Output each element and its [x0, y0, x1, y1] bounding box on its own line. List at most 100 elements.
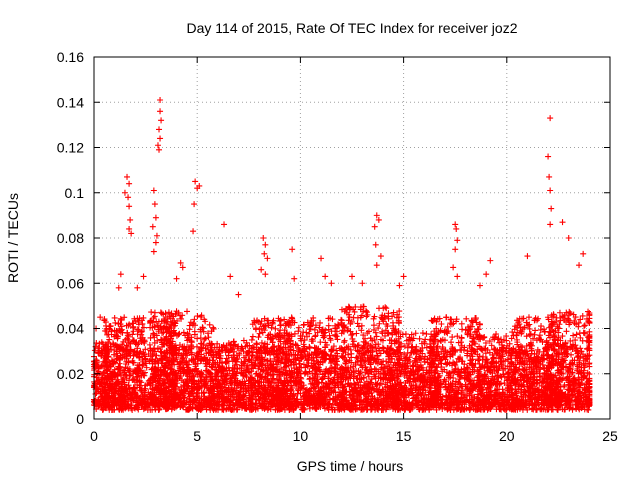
data-point: [118, 317, 125, 324]
grid: [94, 57, 610, 419]
data-point: [112, 319, 119, 326]
data-point: [317, 339, 324, 346]
data-point: [101, 316, 108, 323]
data-point: [389, 319, 396, 326]
data-point: [447, 406, 454, 413]
data-point: [121, 314, 128, 321]
data-point: [132, 389, 139, 396]
data-point: [450, 359, 457, 366]
data-point: [363, 378, 370, 385]
data-point: [554, 406, 561, 413]
data-point: [146, 357, 153, 364]
data-point: [180, 329, 187, 336]
data-point: [106, 348, 113, 355]
data-point: [538, 382, 545, 389]
data-point: [458, 358, 465, 365]
data-point: [96, 380, 103, 387]
data-point: [95, 402, 102, 409]
data-point: [102, 374, 109, 381]
data-point: [119, 341, 126, 348]
data-point: [252, 325, 259, 332]
data-point: [249, 333, 256, 340]
data-point: [108, 374, 115, 381]
data-point: [561, 406, 568, 413]
data-point: [138, 372, 145, 379]
data-point: [540, 406, 547, 413]
data-point: [573, 405, 580, 412]
data-point: [376, 305, 383, 312]
data-point: [94, 385, 101, 392]
data-point: [107, 323, 114, 330]
data-point: [277, 405, 284, 412]
data-point: [476, 360, 483, 367]
data-point: [122, 386, 129, 393]
data-point: [502, 406, 509, 413]
data-point: [111, 314, 118, 321]
data-point: [116, 405, 123, 412]
data-point: [325, 322, 332, 329]
data-point: [92, 361, 99, 368]
data-point: [127, 347, 134, 354]
data-point: [401, 405, 408, 412]
data-point: [130, 376, 137, 383]
data-point: [131, 379, 138, 386]
data-point: [123, 322, 130, 329]
data-point: [126, 339, 133, 346]
data-point: [106, 336, 113, 343]
data-point: [457, 406, 464, 413]
data-point: [267, 406, 274, 413]
data-point: [228, 406, 235, 413]
data-point: [148, 309, 155, 316]
data-point: [383, 305, 390, 312]
data-point: [347, 346, 354, 353]
data-point: [253, 341, 260, 348]
data-point: [126, 385, 133, 392]
data-point: [341, 406, 348, 413]
data-point: [379, 344, 386, 351]
data-point: [153, 352, 160, 359]
data-point: [123, 353, 130, 360]
data-point: [91, 347, 98, 354]
data-point: [108, 357, 115, 364]
data-point: [532, 406, 539, 413]
data-point: [98, 347, 105, 354]
data-point: [98, 362, 105, 369]
data-point: [142, 346, 149, 353]
data-point: [466, 406, 473, 413]
data-point: [97, 398, 104, 405]
data-point: [127, 394, 134, 401]
data-point: [136, 377, 143, 384]
data-point: [299, 406, 306, 413]
data-point: [300, 361, 307, 368]
data-point: [92, 391, 99, 397]
data-point: [156, 405, 163, 412]
chart-title: Day 114 of 2015, Rate Of TEC Index for r…: [187, 20, 518, 36]
data-point: [143, 364, 150, 371]
data-point: [147, 353, 154, 360]
data-point: [348, 332, 355, 339]
data-point: [168, 406, 175, 413]
data-point: [141, 389, 148, 396]
data-point: [132, 340, 139, 347]
data-point: [301, 352, 308, 359]
data-point: [184, 406, 191, 413]
data-point: [117, 315, 124, 322]
data-point: [209, 405, 216, 412]
data-point: [295, 324, 302, 331]
data-point: [474, 406, 481, 413]
data-point: [114, 355, 121, 362]
data-point: [119, 354, 126, 361]
data-point: [415, 406, 422, 413]
data-point: [123, 386, 130, 393]
data-points: [91, 96, 593, 413]
data-point: [264, 406, 271, 413]
data-point: [139, 320, 146, 327]
data-point: [255, 334, 262, 341]
data-point: [359, 406, 366, 413]
data-point: [342, 360, 349, 367]
data-point: [335, 321, 342, 328]
data-point: [95, 386, 102, 393]
data-point: [303, 329, 310, 336]
data-point: [277, 321, 284, 328]
